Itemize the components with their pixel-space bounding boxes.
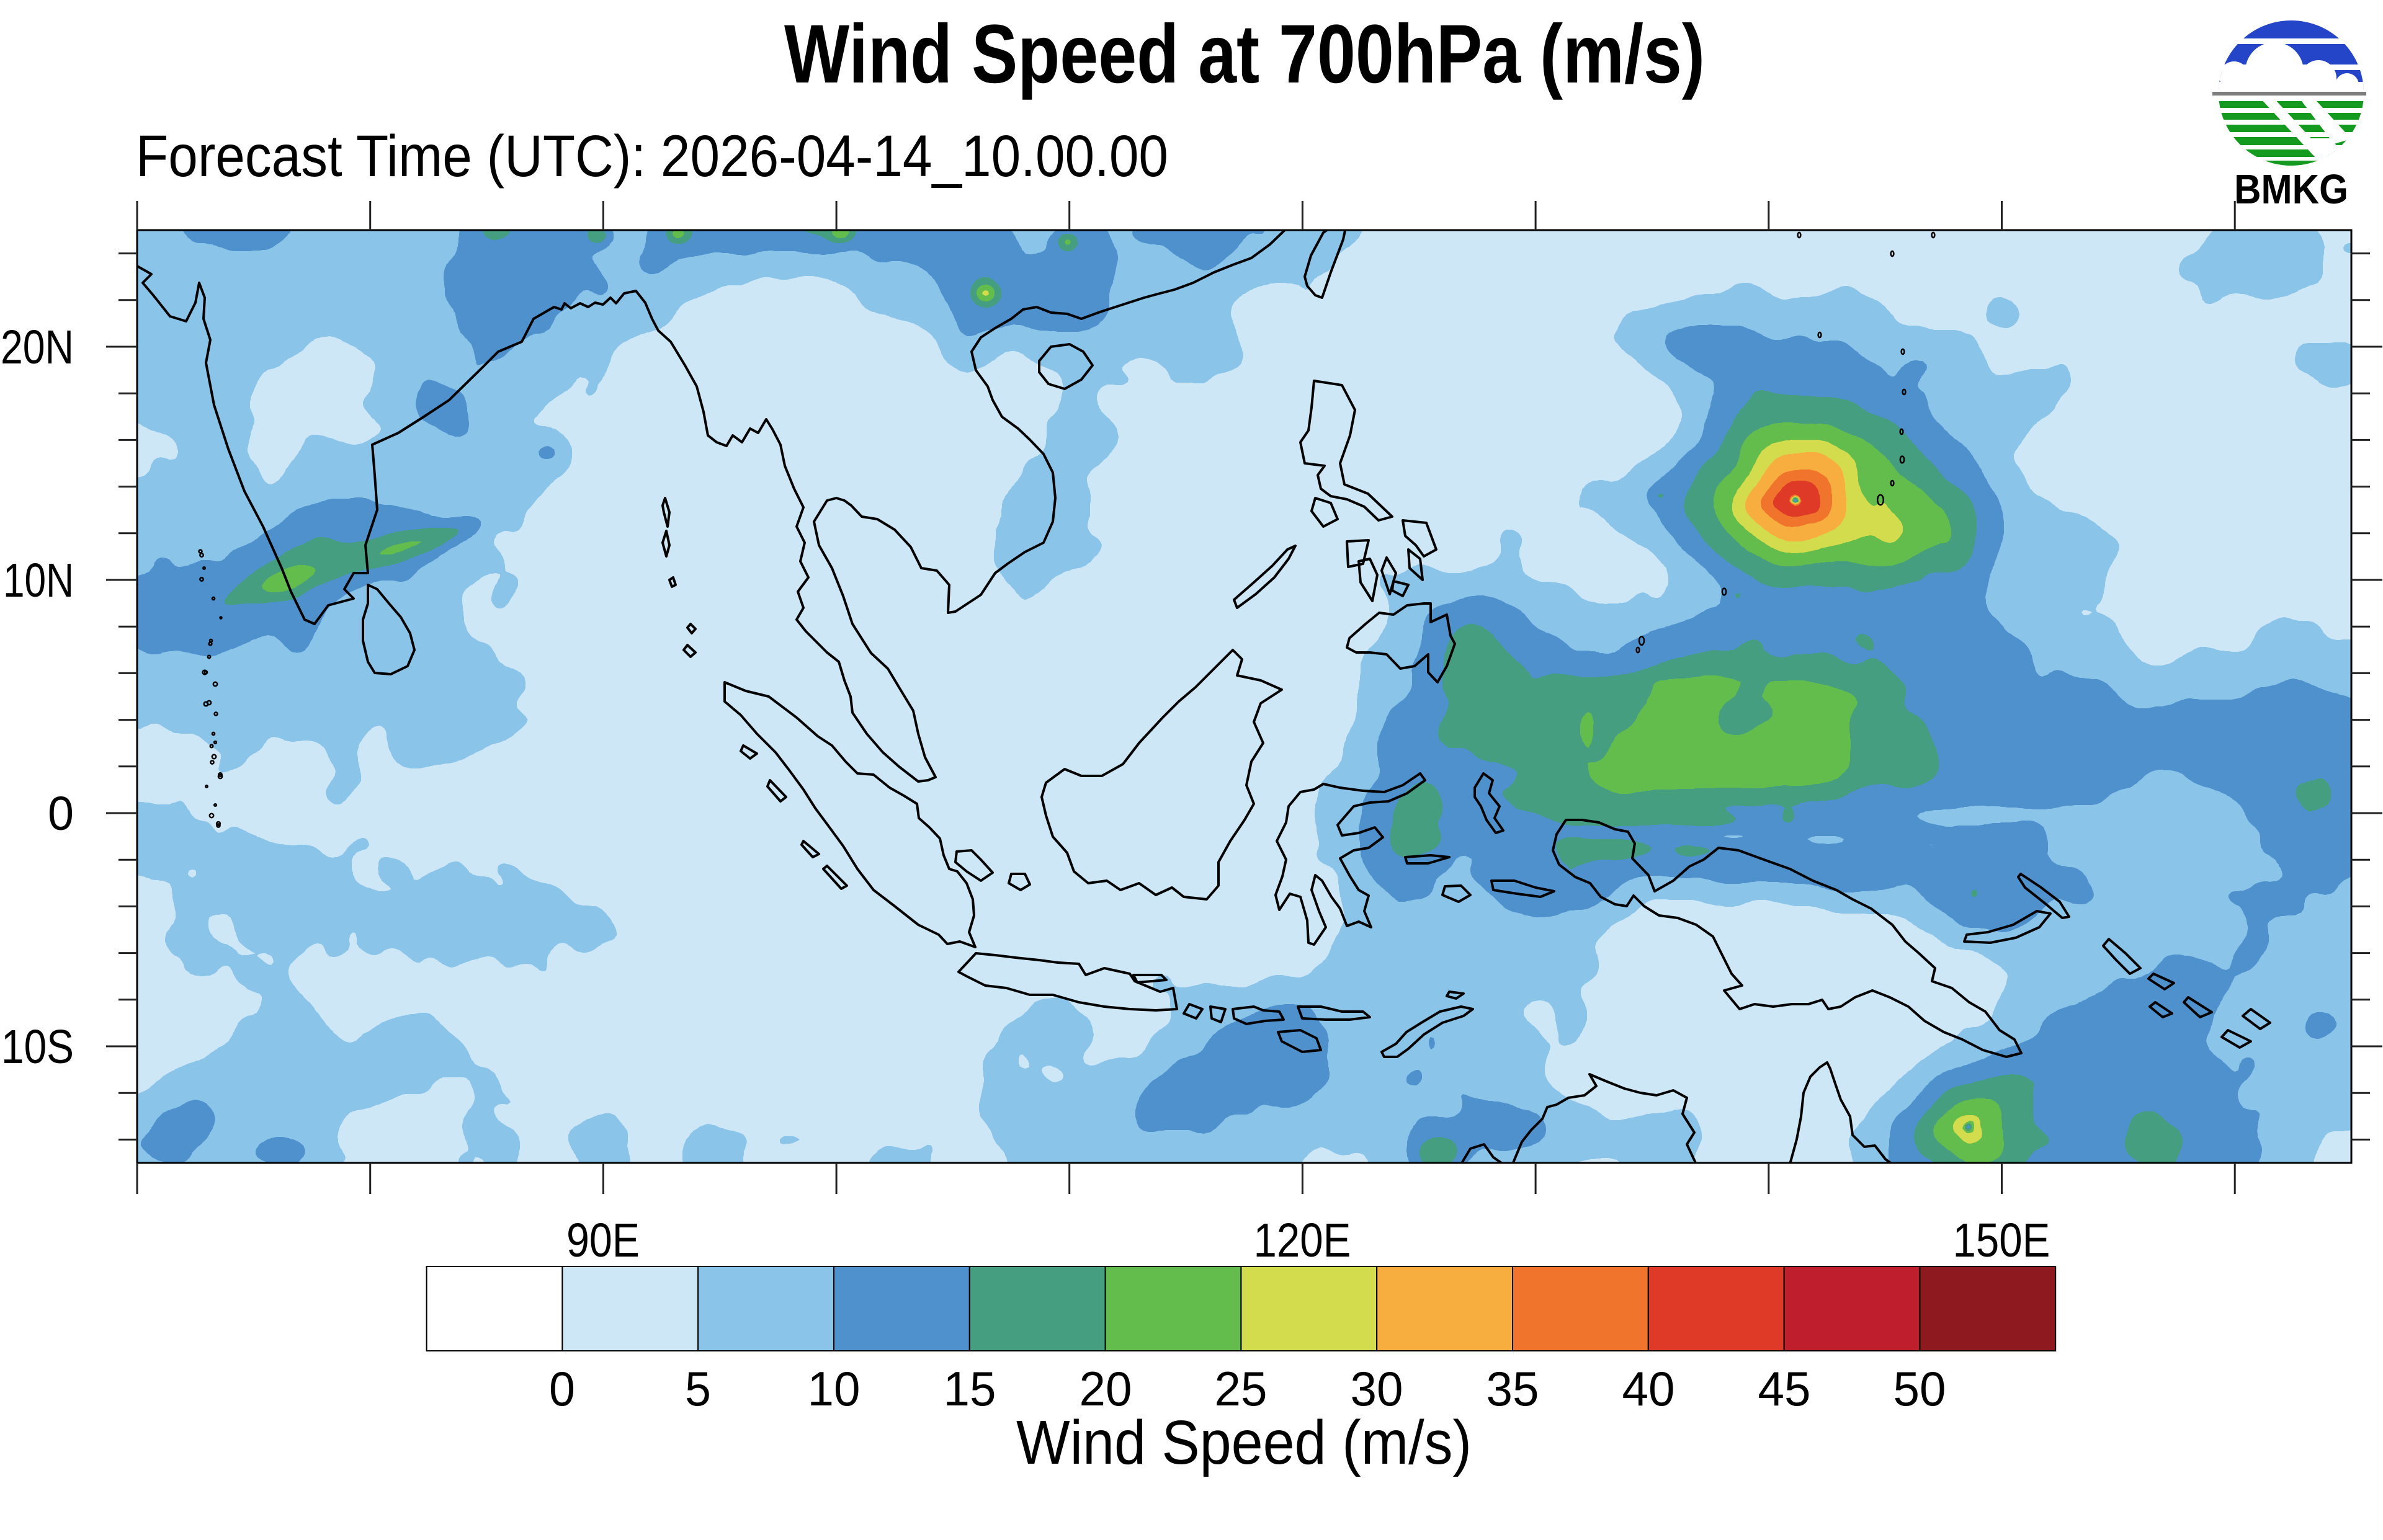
svg-text:0: 0 [48, 787, 74, 840]
svg-text:Wind Speed at 700hPa (m/s): Wind Speed at 700hPa (m/s) [784, 8, 1705, 100]
svg-text:40: 40 [1622, 1361, 1675, 1416]
svg-text:150E: 150E [1953, 1214, 2050, 1267]
svg-text:10S: 10S [1, 1020, 74, 1074]
svg-text:45: 45 [1758, 1361, 1811, 1416]
svg-text:BMKG: BMKG [2234, 166, 2348, 213]
svg-text:Forecast Time (UTC): 2026-04-1: Forecast Time (UTC): 2026-04-14_10.00.00 [136, 123, 1168, 189]
svg-text:15: 15 [944, 1361, 996, 1416]
svg-text:90E: 90E [566, 1214, 640, 1267]
svg-text:Wind Speed (m/s): Wind Speed (m/s) [1016, 1408, 1472, 1477]
svg-text:35: 35 [1487, 1361, 1539, 1416]
svg-text:20: 20 [1080, 1361, 1132, 1416]
svg-text:50: 50 [1893, 1361, 1946, 1416]
svg-text:20N: 20N [1, 321, 74, 374]
svg-text:25: 25 [1215, 1361, 1268, 1416]
svg-text:0: 0 [549, 1361, 575, 1416]
svg-text:5: 5 [685, 1361, 711, 1416]
svg-text:30: 30 [1351, 1361, 1403, 1416]
svg-text:10: 10 [808, 1361, 861, 1416]
svg-text:10N: 10N [3, 554, 74, 607]
svg-text:120E: 120E [1254, 1214, 1351, 1267]
